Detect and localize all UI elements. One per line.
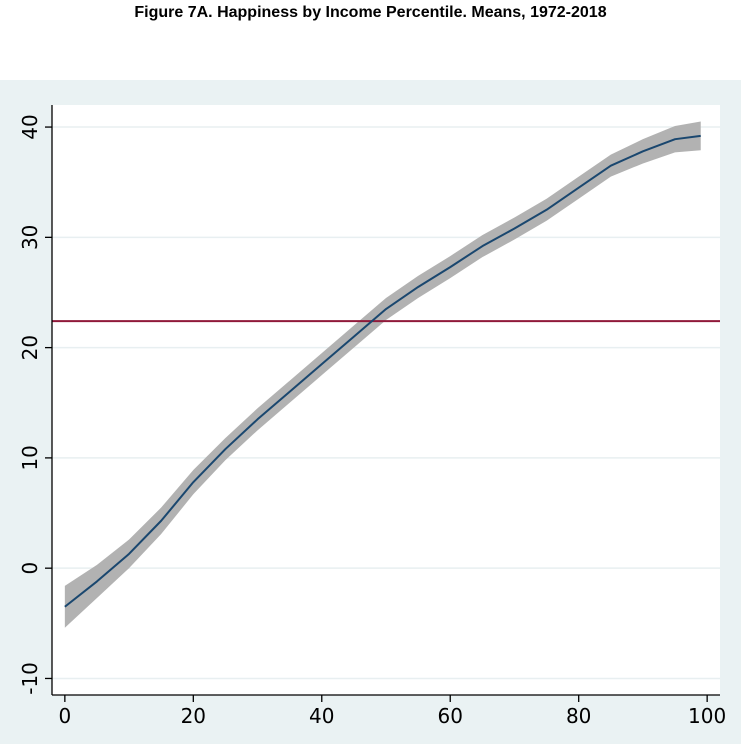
x-tick-label: 80 [566,704,591,728]
x-tick-label: 100 [688,704,726,728]
series-line [64,134,701,608]
y-axis-ticks: -10 0 10 20 30 40 [18,114,52,695]
y-tick-label: 30 [18,225,42,250]
y-tick-label: 40 [18,114,42,139]
x-tick-label: 20 [181,704,206,728]
gridlines [52,126,720,680]
axes [51,105,720,696]
plot-background [52,105,720,695]
y-tick-label: 0 [18,562,42,575]
x-axis-ticks: 0 20 40 60 80 100 [58,695,726,728]
x-tick-label: 0 [58,704,71,728]
x-tick-label: 40 [309,704,334,728]
y-tick-label: -10 [18,662,42,695]
y-tick-label: 20 [18,335,42,360]
chart-area: 0 20 40 60 80 100 -10 0 10 20 30 40 [0,80,741,744]
line-chart: 0 20 40 60 80 100 -10 0 10 20 30 40 [0,80,741,744]
x-tick-label: 60 [438,704,463,728]
chart-title: Figure 7A. Happiness by Income Percentil… [134,4,607,21]
series-line-group [64,134,701,608]
y-tick-label: 10 [18,445,42,470]
